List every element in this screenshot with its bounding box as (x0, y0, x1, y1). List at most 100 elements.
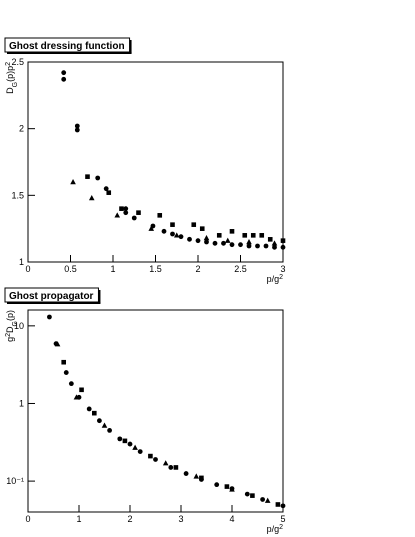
point (178, 234, 184, 240)
point (153, 457, 158, 462)
point (74, 123, 80, 129)
point (119, 206, 124, 211)
point (123, 210, 129, 216)
point (183, 471, 189, 476)
point (61, 359, 66, 365)
point (238, 242, 243, 248)
point (131, 215, 137, 221)
chart-title: Ghost dressing function (9, 41, 125, 52)
x-tick-label: 0 (25, 514, 30, 524)
y-tick-label: 1 (19, 257, 24, 267)
point (250, 233, 256, 238)
point (280, 244, 286, 250)
point (74, 127, 80, 133)
point (170, 222, 175, 227)
x-axis-label-part: 2 (279, 274, 283, 281)
point (162, 460, 169, 466)
point (260, 497, 265, 502)
point (199, 226, 205, 231)
y-axis-label-part: (p) (5, 310, 15, 321)
point (229, 229, 235, 234)
point (137, 449, 143, 454)
x-axis-label: p/g2 (267, 274, 284, 285)
point (263, 243, 269, 249)
point (204, 239, 209, 245)
point (54, 341, 61, 347)
point (264, 497, 271, 503)
y-axis-label-part: 2 (5, 333, 12, 337)
point (255, 243, 260, 249)
point (68, 381, 74, 387)
point (275, 502, 281, 507)
x-axis-label-part: 2 (279, 524, 283, 531)
point (170, 231, 175, 237)
point (148, 453, 153, 459)
point (267, 237, 273, 242)
x-tick-label: 5 (280, 514, 285, 524)
x-tick-label: 4 (229, 514, 234, 524)
point (106, 190, 112, 195)
y-tick-label: 2 (19, 124, 24, 134)
y-axis-label: g2DG(p) (5, 310, 19, 342)
point (148, 225, 155, 231)
x-axis-label-part: p/g (267, 524, 280, 534)
point (191, 222, 197, 227)
x-tick-label: 3 (280, 264, 285, 274)
point (61, 76, 67, 82)
point (63, 370, 69, 375)
point (79, 387, 84, 393)
point (85, 174, 90, 179)
point (259, 233, 265, 238)
point (244, 491, 250, 497)
point (216, 233, 222, 238)
x-axis-label: p/g2 (267, 524, 284, 535)
x-tick-label: 1.5 (149, 264, 162, 274)
point (136, 210, 141, 215)
y-axis-label-part: D (5, 326, 15, 333)
point (193, 473, 200, 479)
point (221, 240, 226, 246)
y-axis-label: DG(p)p2 (5, 62, 19, 94)
point (173, 465, 179, 470)
point (280, 503, 286, 509)
point (70, 179, 76, 185)
point (212, 240, 218, 246)
point (250, 493, 255, 498)
point (195, 238, 201, 244)
point (86, 406, 92, 412)
point (47, 314, 52, 320)
x-tick-label: 2 (127, 514, 132, 524)
y-axis-label-part: 2 (5, 62, 12, 66)
point (97, 418, 102, 424)
point (157, 213, 163, 218)
point (272, 244, 277, 250)
point (122, 438, 128, 444)
y-tick-label: 2.5 (11, 57, 24, 67)
point (103, 186, 109, 192)
y-axis-label-part: G (12, 321, 19, 326)
y-axis-label-part: g (5, 337, 15, 342)
plot-frame (27, 309, 284, 513)
y-axis-label-part: D (5, 87, 15, 94)
point (127, 441, 133, 447)
x-tick-label: 2 (195, 264, 200, 274)
x-tick-label: 1 (76, 514, 81, 524)
x-tick-label: 0.5 (64, 264, 77, 274)
point (107, 427, 112, 433)
x-tick-label: 2.5 (234, 264, 247, 274)
x-tick-label: 3 (178, 514, 183, 524)
y-tick-label: 10⁻¹ (6, 476, 24, 486)
point (224, 484, 230, 489)
point (61, 70, 67, 76)
x-tick-label: 1 (110, 264, 115, 274)
point (187, 236, 192, 242)
x-axis-label-part: p/g (267, 274, 280, 284)
y-axis-label-part: (p)p (5, 66, 15, 82)
point (242, 233, 248, 238)
point (132, 444, 138, 450)
point (114, 212, 121, 218)
chart-title: Ghost propagator (9, 291, 94, 302)
point (246, 239, 252, 245)
point (73, 394, 80, 400)
y-tick-label: 1 (19, 398, 24, 408)
